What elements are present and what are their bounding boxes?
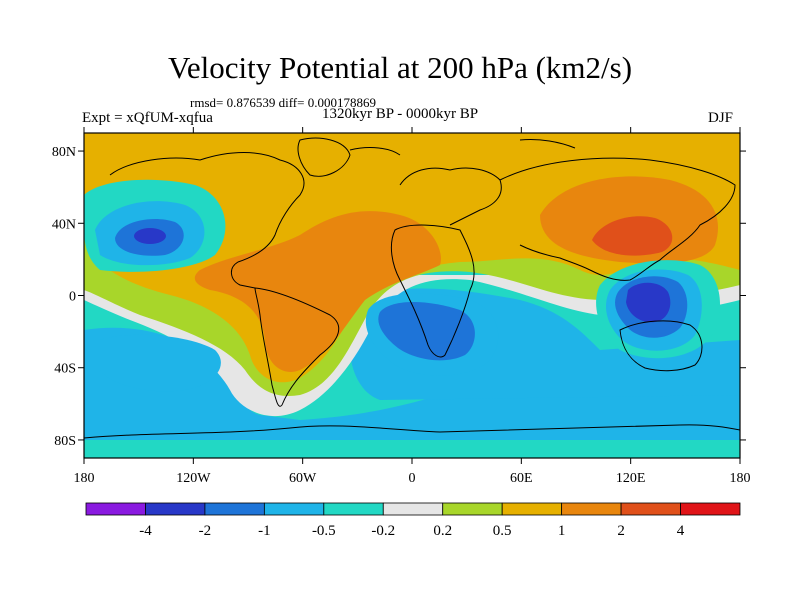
colorbar-swatch [501,502,563,516]
coastlines [84,137,740,439]
contour-band-south-pacific-blue [100,334,221,392]
lon-tick-label: 60W [289,471,317,486]
colorbar-swatch [145,502,206,516]
lat-tick-label: 40S [54,362,76,377]
colorbar-label: 0.5 [493,523,512,539]
colorbar-label: -0.2 [371,523,395,539]
colorbar-label: 1 [558,523,566,539]
colorbar-swatch [85,502,146,516]
colorbar-swatch [620,502,681,516]
contour-band-africa-mid [378,302,475,361]
lon-tick-label: 60E [510,471,533,486]
lon-tick-label: 180 [74,471,95,486]
coastline-south-america [254,287,340,407]
coastline-north-america [109,152,305,289]
colorbar-swatch [204,502,265,516]
lat-tick-label: 80S [54,434,76,449]
period-label: 1320kyr BP - 0000kyr BP [322,106,479,122]
coastline-greenland [297,137,351,177]
colorbar-swatch [561,502,622,516]
colorbar-swatch [382,502,444,516]
contour-band-mc-core [626,282,671,323]
lon-tick-label: 180 [730,471,751,486]
experiment-label: Expt = xQfUM-xqfua [82,110,213,126]
colorbar-swatch [442,502,503,516]
colorbar-label: -0.5 [312,523,336,539]
lon-tick-label: 120E [616,471,646,486]
map-title: Velocity Potential at 200 hPa (km2/s) [167,50,633,85]
coastline-antarctica [84,424,740,439]
coastline-arctic [349,139,576,156]
colorbar-swatch [323,502,384,516]
longitude-axis: 180 120W 60W 0 60E 120E 180 [74,127,751,486]
lat-tick-label: 80N [52,145,76,160]
contour-band-south-blue [84,327,740,440]
colorbar-label: -2 [199,523,212,539]
coastline-asia [499,157,736,281]
colorbar-swatch [263,502,325,516]
contour-band-dark-orange [194,211,441,372]
lon-tick-label: 120W [176,471,211,486]
colorbar-label: 0.2 [433,523,452,539]
contour-band-pacific-core [134,228,166,244]
colorbar-swatch [680,502,741,516]
colorbar: -4 -2 -1 -0.5 -0.2 0.2 0.5 1 2 4 [85,502,741,539]
contour-field [84,133,740,458]
latitude-axis: 80N 40N 0 40S 80S [52,145,746,449]
colorbar-label: -1 [258,523,271,539]
colorbar-label: -4 [139,523,152,539]
contour-band-asia-red [592,216,673,256]
coastline-africa [390,224,475,358]
season-label: DJF [708,110,734,126]
stats-line: rmsd= 0.876539 diff= 0.000178869 [190,95,376,110]
lon-tick-label: 0 [409,471,416,486]
coastline-australia [619,320,703,372]
colorbar-label: 4 [677,523,685,539]
lat-tick-label: 0 [69,290,76,305]
colorbar-label: 2 [617,523,625,539]
lat-tick-label: 40N [52,217,76,232]
